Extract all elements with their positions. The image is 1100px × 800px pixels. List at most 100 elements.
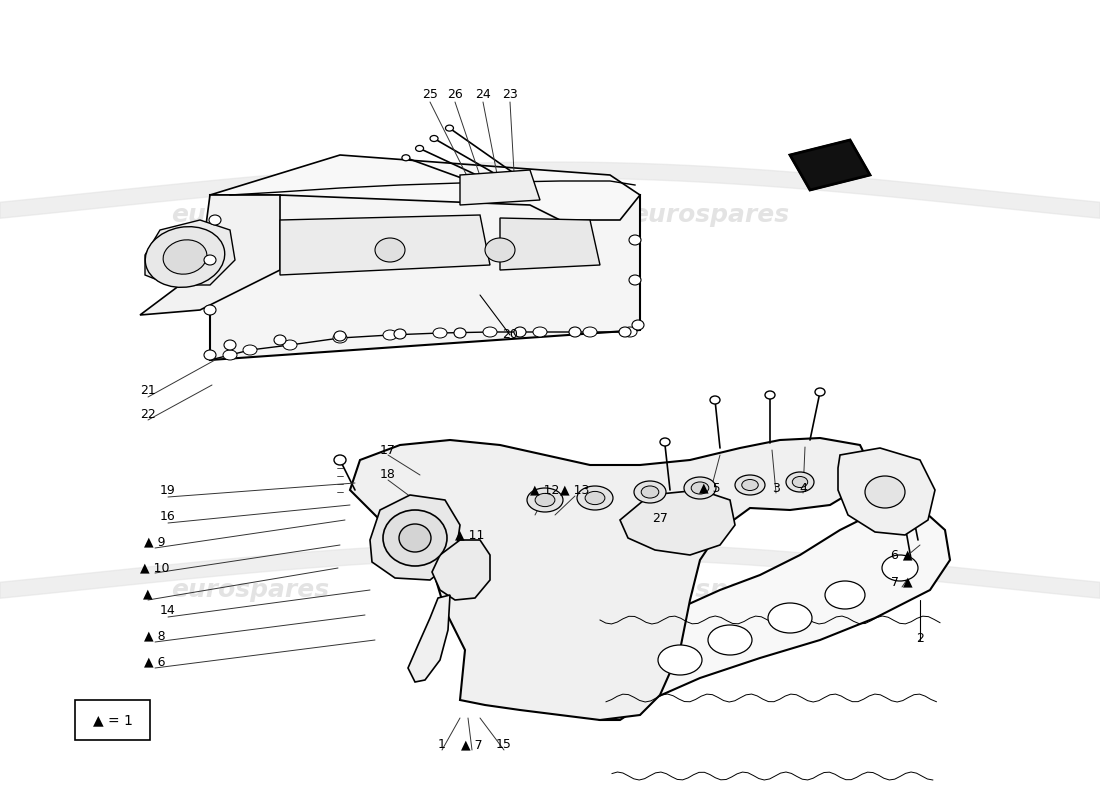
Text: 6 ▲: 6 ▲: [891, 549, 913, 562]
Ellipse shape: [454, 328, 466, 338]
Text: 20: 20: [502, 329, 518, 342]
Text: eurospares: eurospares: [631, 578, 789, 602]
Ellipse shape: [223, 350, 236, 360]
Ellipse shape: [485, 238, 515, 262]
Text: 17: 17: [381, 443, 396, 457]
Text: 25: 25: [422, 89, 438, 102]
Polygon shape: [408, 595, 450, 682]
Ellipse shape: [623, 327, 637, 337]
Ellipse shape: [514, 327, 526, 337]
Ellipse shape: [735, 475, 764, 495]
Ellipse shape: [433, 328, 447, 338]
Polygon shape: [500, 218, 600, 270]
Ellipse shape: [334, 455, 346, 465]
Text: eurospares: eurospares: [170, 578, 329, 602]
Text: 4: 4: [799, 482, 807, 494]
Ellipse shape: [641, 486, 659, 498]
Polygon shape: [145, 220, 235, 285]
Text: ▲ 7: ▲ 7: [461, 738, 483, 751]
Text: ▲: ▲: [143, 587, 153, 601]
Ellipse shape: [204, 305, 216, 315]
Text: 27: 27: [652, 511, 668, 525]
Text: eurospares: eurospares: [631, 203, 789, 227]
Text: 18: 18: [381, 469, 396, 482]
Polygon shape: [350, 438, 870, 720]
Polygon shape: [460, 170, 540, 205]
Ellipse shape: [710, 396, 720, 404]
Text: ▲ 5: ▲ 5: [700, 482, 720, 494]
Ellipse shape: [204, 350, 216, 360]
Text: eurospares: eurospares: [170, 203, 329, 227]
Ellipse shape: [399, 524, 431, 552]
Ellipse shape: [527, 488, 563, 512]
Ellipse shape: [534, 327, 547, 337]
Ellipse shape: [163, 240, 207, 274]
Ellipse shape: [634, 481, 665, 503]
Ellipse shape: [204, 255, 216, 265]
Ellipse shape: [583, 327, 597, 337]
Ellipse shape: [333, 333, 346, 343]
Ellipse shape: [764, 391, 776, 399]
Text: ▲ 9: ▲ 9: [144, 535, 166, 549]
Text: 15: 15: [496, 738, 512, 751]
Ellipse shape: [334, 331, 346, 341]
Ellipse shape: [375, 238, 405, 262]
Ellipse shape: [768, 603, 812, 633]
Ellipse shape: [632, 320, 644, 330]
Polygon shape: [140, 195, 280, 315]
Ellipse shape: [585, 491, 605, 505]
Polygon shape: [620, 490, 735, 555]
Ellipse shape: [446, 125, 453, 131]
Ellipse shape: [741, 479, 758, 490]
Text: ▲ 13: ▲ 13: [560, 483, 590, 497]
Ellipse shape: [578, 486, 613, 510]
Text: ▲ 11: ▲ 11: [455, 529, 485, 542]
Ellipse shape: [882, 555, 918, 581]
Text: 1: 1: [438, 738, 446, 751]
Ellipse shape: [145, 226, 224, 287]
Ellipse shape: [274, 335, 286, 345]
Ellipse shape: [658, 645, 702, 675]
Ellipse shape: [209, 215, 221, 225]
Ellipse shape: [430, 135, 438, 142]
Ellipse shape: [684, 477, 716, 499]
Ellipse shape: [792, 477, 807, 487]
Ellipse shape: [383, 330, 397, 340]
Ellipse shape: [786, 472, 814, 492]
Text: ▲ 12: ▲ 12: [530, 483, 560, 497]
Polygon shape: [370, 495, 460, 580]
Ellipse shape: [708, 625, 752, 655]
Text: 21: 21: [140, 383, 156, 397]
Ellipse shape: [535, 494, 554, 506]
Bar: [75, 700, 150, 740]
Polygon shape: [790, 140, 870, 190]
Text: 19: 19: [161, 483, 176, 497]
Ellipse shape: [394, 329, 406, 339]
Ellipse shape: [815, 388, 825, 396]
Text: 3: 3: [772, 482, 780, 494]
Ellipse shape: [660, 438, 670, 446]
Ellipse shape: [629, 275, 641, 285]
Text: ▲ 8: ▲ 8: [144, 630, 166, 642]
Ellipse shape: [619, 327, 631, 337]
Polygon shape: [838, 448, 935, 535]
Polygon shape: [432, 540, 490, 600]
Ellipse shape: [283, 340, 297, 350]
Text: ▲ 10: ▲ 10: [141, 562, 169, 574]
Text: 23: 23: [502, 89, 518, 102]
Ellipse shape: [402, 154, 410, 161]
Polygon shape: [210, 155, 640, 220]
Text: 22: 22: [140, 409, 156, 422]
Text: 24: 24: [475, 89, 491, 102]
Ellipse shape: [691, 482, 708, 494]
Polygon shape: [280, 215, 490, 275]
Text: 7 ▲: 7 ▲: [891, 575, 913, 589]
Ellipse shape: [383, 510, 447, 566]
Text: 16: 16: [161, 510, 176, 522]
Polygon shape: [210, 195, 640, 360]
Text: 2: 2: [916, 631, 924, 645]
Text: 26: 26: [447, 89, 463, 102]
Text: ▲ 6: ▲ 6: [144, 655, 166, 669]
Ellipse shape: [483, 327, 497, 337]
Text: 14: 14: [161, 603, 176, 617]
